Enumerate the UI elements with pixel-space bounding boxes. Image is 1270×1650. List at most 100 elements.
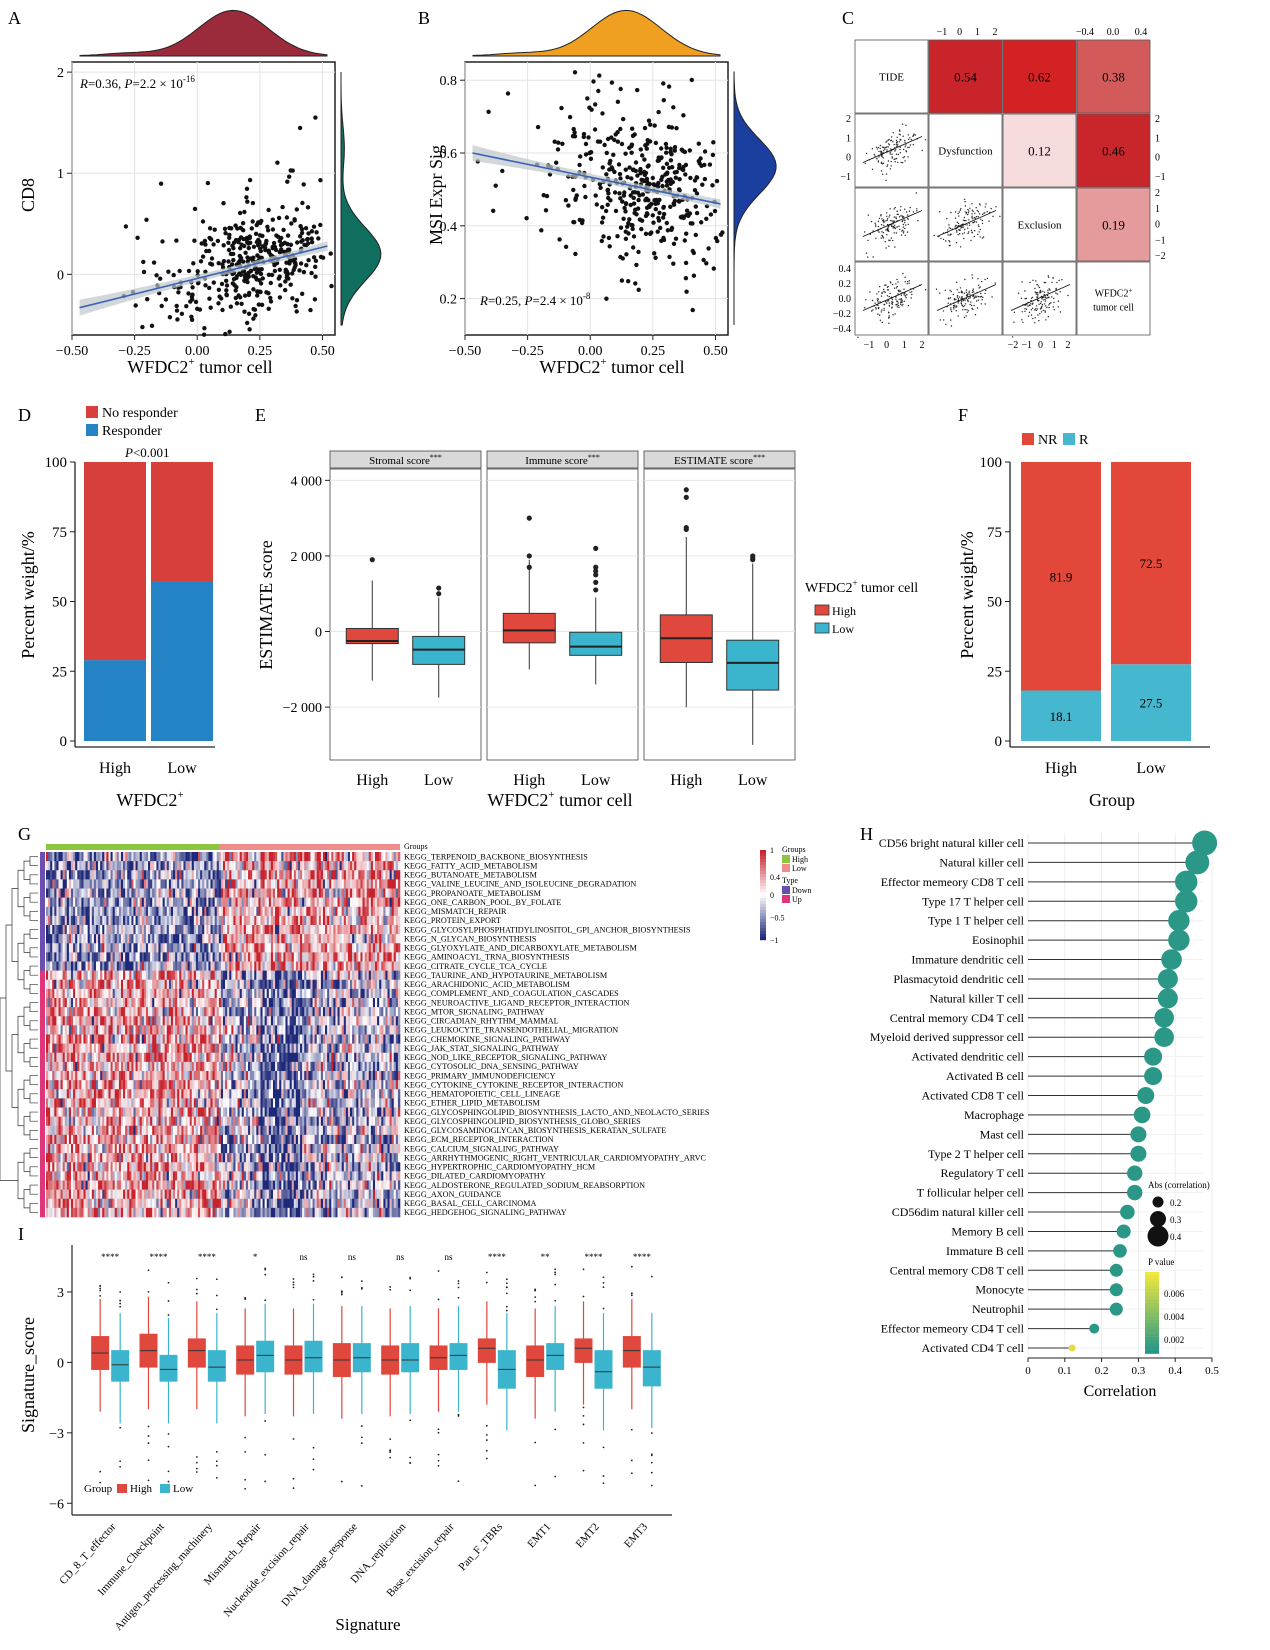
g-heat-cell [293,897,297,908]
g-heat-cell [127,961,130,971]
c-scatter-point [980,292,982,295]
g-heat-cell [316,870,320,880]
g-heat-cell [120,970,124,981]
b-point [596,88,601,94]
g-heat-cell [327,925,330,935]
g-heat-cell [58,879,61,889]
c-scatter-cell [1002,261,1077,336]
g-dendrogram-branch [17,869,24,908]
g-type-bar [40,943,45,953]
g-heat-cell [225,888,228,898]
g-heat-cell [145,1007,149,1017]
g-heat-cell [302,925,305,935]
g-heat-cell [393,861,397,871]
g-heat-cell [177,897,180,908]
g-heat-cell [198,879,201,889]
g-heat-cell [160,870,163,880]
g-heat-cell [345,943,349,953]
b-point [632,210,637,216]
g-heat-cell [310,970,313,981]
g-heat-cell [189,952,193,962]
g-dendrogram-branch [29,1184,38,1195]
c-scatter-point [877,304,879,306]
g-heat-cell [393,906,397,917]
g-heat-cell [48,879,51,889]
c-scatter-point [899,146,901,148]
g-heat-cell [227,988,230,999]
c-scatter-point [1030,303,1032,305]
g-heat-cell [114,998,118,1008]
c-scatter-point [886,215,888,217]
g-heat-cell [108,906,111,917]
g-heat-cell [264,915,268,926]
g-heat-cell [202,852,205,862]
g-heat-cell [300,861,303,871]
g-heat-cell [200,979,203,990]
g-heat-cell [129,952,132,962]
c-scatter-point [886,218,889,220]
g-heat-cell [46,906,49,917]
g-heat-cell [279,915,282,926]
g-heat-cell [341,952,345,962]
g-heat-cell [206,852,209,862]
g-heat-cell [314,970,317,981]
a-point [192,206,198,212]
g-heat-cell [98,915,101,926]
c-left-tick: 2 [846,114,851,125]
b-point [694,175,699,180]
g-heat-cell [287,861,290,871]
g-heat-cell [204,915,207,926]
g-heat-cell [166,998,170,1008]
g-heat-cell [300,988,303,999]
g-heat-cell [350,897,353,908]
g-heat-cell [316,879,320,889]
g-heat-cell [287,998,290,1008]
g-heat-cell [247,861,251,871]
g-heat-cell [139,979,143,990]
g-heat-cell [46,879,49,889]
c-left-tick: 0 [846,153,851,164]
c-scatter-point [911,291,913,293]
g-heat-cell [312,998,315,1008]
a-point [224,293,229,298]
g-heat-cell [118,1007,122,1017]
b-point [615,139,621,144]
g-heat-cell [156,934,159,944]
a-point [266,306,271,311]
g-heat-cell [114,988,118,999]
g-heat-cell [46,934,49,944]
g-heat-cell [104,925,107,935]
d-bar-no-responder [84,462,146,661]
c-scatter-point [963,292,966,294]
g-heat-cell [120,934,124,944]
g-heat-cell [216,888,220,898]
g-heat-cell [229,852,232,862]
c-scatter-point [1035,305,1038,307]
g-heat-cell [156,888,159,898]
g-heat-cell [381,998,384,1008]
g-heat-cell [102,906,105,917]
g-heat-cell [227,925,230,935]
g-heat-cell [187,961,190,971]
c-scatter-point [954,225,956,228]
g-heat-cell [179,925,182,935]
b-point [694,191,700,196]
g-heat-cell [389,861,392,871]
g-heat-cell [275,970,278,981]
g-heat-cell [368,879,372,889]
c-scatter-point [977,216,979,218]
g-heat-cell [368,952,372,962]
g-dendrogram-branch [29,1075,38,1086]
g-heat-cell [210,906,213,917]
c-scatter-point [903,300,905,302]
b-point [605,136,611,142]
g-heat-cell [66,888,70,898]
g-heat-cell [231,915,234,926]
panel-d-label: D [18,405,31,425]
g-heat-cell [191,998,195,1008]
b-point [635,173,640,178]
g-heat-cell [52,961,55,971]
g-heat-cell [166,870,170,880]
g-heat-cell [381,943,384,953]
c-scatter-point [864,162,866,165]
